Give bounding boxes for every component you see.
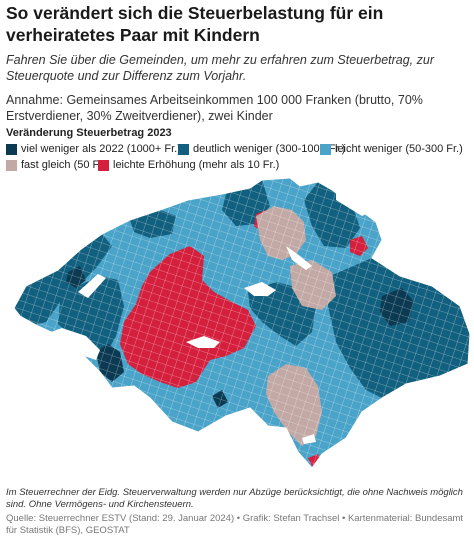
legend-item-leichte-erhoehung: leichte Erhöhung (mehr als 10 Fr.) <box>98 158 279 172</box>
lake-lucerne <box>244 282 276 296</box>
legend-label: viel weniger als 2022 (1000+ Fr.) <box>21 143 181 155</box>
legend-label: fast gleich (50 Fr.) <box>21 159 110 171</box>
chart-title: So verändert sich die Steuerbelastung fü… <box>6 3 384 45</box>
lake-zurich <box>286 246 312 270</box>
chart-subtitle: Fahren Sie über die Gemeinden, um mehr z… <box>6 53 434 83</box>
municipality-borders <box>14 178 470 468</box>
legend-swatch <box>98 159 109 171</box>
lake-maggiore <box>286 434 296 470</box>
legend-label: leichte Erhöhung (mehr als 10 Fr.) <box>113 159 280 171</box>
country-outline <box>13 177 471 469</box>
source-line: Quelle: Steuerrechner ESTV (Stand: 29. J… <box>6 513 464 536</box>
legend-swatch <box>6 159 17 171</box>
lakes <box>40 190 370 470</box>
footnote: Im Steuerrechner der Eidg. Steuerverwalt… <box>6 487 463 510</box>
legend-title: Veränderung Steuerbetrag 2023 <box>6 127 172 139</box>
legend-item-deutlich-weniger: deutlich weniger (300-1000 Fr.) <box>178 142 345 156</box>
legend-item-fast-gleich: fast gleich (50 Fr.) <box>6 158 109 172</box>
lake-constance <box>336 190 370 216</box>
legend-label: deutlich weniger (300-1000 Fr.) <box>193 143 346 155</box>
legend-swatch <box>320 143 331 155</box>
switzerland-map[interactable] <box>0 176 474 480</box>
lake-lugano <box>302 434 316 444</box>
legend-label: leicht weniger (50-300 Fr.) <box>335 143 463 155</box>
legend-swatch <box>6 143 17 155</box>
assumption-text: Annahme: Gemeinsames Arbeitseinkommen 10… <box>6 93 423 123</box>
legend-swatch <box>178 143 189 155</box>
lake-thun-brienz <box>186 336 220 348</box>
legend-item-leicht-weniger: leicht weniger (50-300 Fr.) <box>320 142 463 156</box>
legend-item-viel-weniger: viel weniger als 2022 (1000+ Fr.) <box>6 142 181 156</box>
lake-neuchatel <box>78 274 106 298</box>
